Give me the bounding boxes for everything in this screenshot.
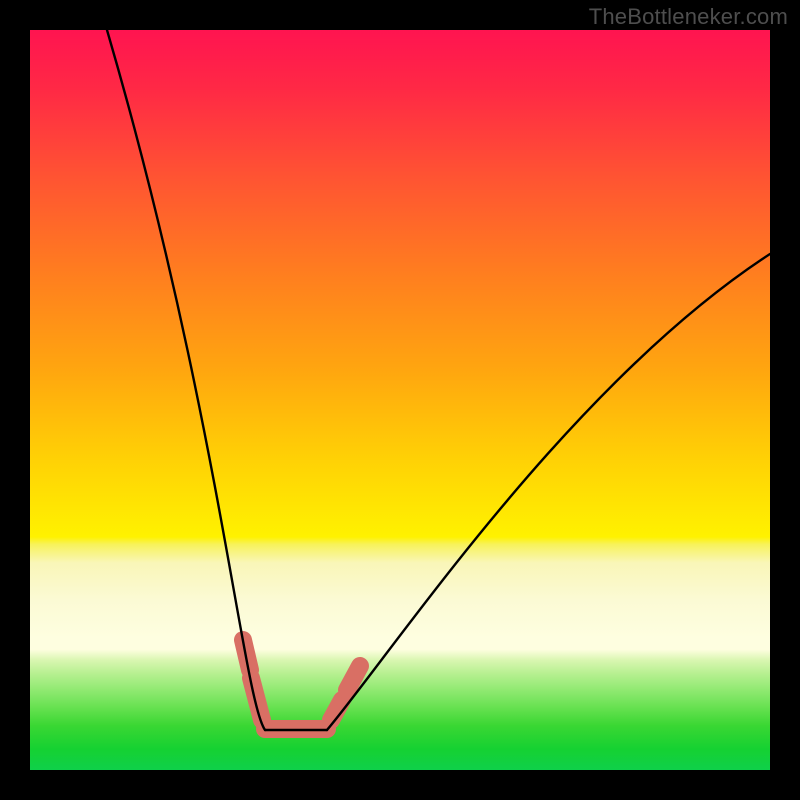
watermark-text: TheBottleneker.com (589, 4, 788, 30)
figure-root: TheBottleneker.com (0, 0, 800, 800)
bottleneck-chart (0, 0, 800, 800)
gradient-panel (30, 30, 770, 770)
